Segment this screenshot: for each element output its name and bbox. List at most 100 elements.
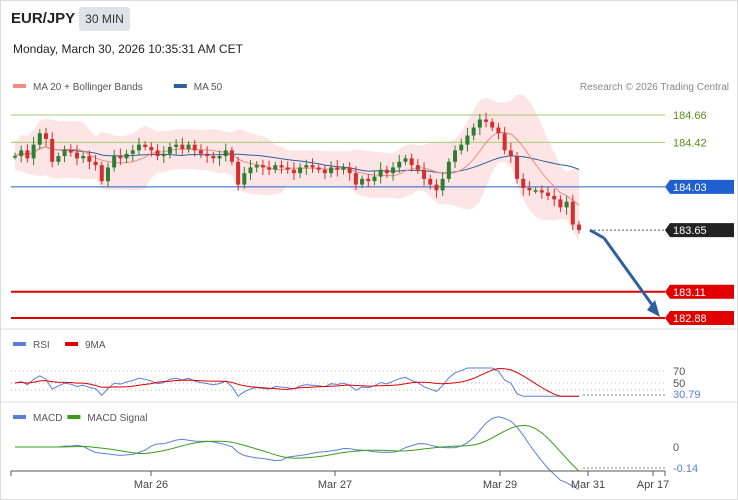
macd-zero-label: 0	[673, 442, 679, 454]
candle-body	[211, 156, 216, 159]
candle-body	[397, 161, 402, 168]
candle-body	[273, 165, 278, 170]
candle-body	[453, 150, 458, 162]
macd-legend-swatch-0	[13, 415, 26, 419]
projection-arrow-start	[589, 228, 605, 240]
candle-body	[242, 173, 247, 185]
candle-body	[93, 161, 98, 166]
candle-body	[508, 150, 513, 157]
legend-swatch-1	[173, 84, 187, 88]
candle-body	[391, 167, 396, 174]
rsi-legend-label-1: 9MA	[85, 340, 106, 351]
rsi-legend-label-0: RSI	[33, 340, 50, 351]
candle-body	[378, 169, 383, 177]
candle-body	[546, 192, 551, 196]
projection-arrow-line	[602, 237, 655, 307]
current-price-label: 183.65	[673, 225, 707, 237]
candle-body	[360, 178, 365, 185]
candle-body	[291, 169, 296, 174]
rsi-last-label: 30.79	[673, 389, 701, 401]
candle-body	[136, 144, 141, 151]
rsi-legend-swatch-0	[13, 342, 26, 346]
candle-body	[50, 138, 55, 162]
x-tick-label-4: Apr 17	[637, 479, 669, 491]
candle-body	[198, 150, 203, 154]
pivot-tag	[665, 179, 734, 194]
candle-body	[56, 156, 61, 162]
candle-body	[440, 178, 445, 191]
candle-body	[236, 161, 241, 185]
candle-body	[434, 184, 439, 191]
candle-body	[502, 133, 507, 151]
current-price-tag	[665, 223, 734, 238]
candle-body	[19, 150, 24, 157]
ma50-line	[14, 146, 580, 174]
candle-body	[490, 121, 495, 128]
candle-body	[552, 195, 557, 200]
x-tick-label-0: Mar 26	[134, 479, 168, 491]
candle-body	[62, 150, 67, 157]
timeframe-badge[interactable]: 30 MIN	[79, 7, 130, 31]
candle-body	[279, 165, 284, 168]
candle-body	[285, 167, 290, 170]
candle-body	[521, 178, 526, 188]
x-tick-label-2: Mar 29	[483, 479, 517, 491]
candle-body	[161, 153, 166, 157]
macd-signal-line	[15, 424, 580, 472]
macd-legend-label-1: MACD Signal	[87, 413, 147, 424]
candle-body	[539, 190, 544, 193]
datetime-label: Monday, March 30, 2026 10:35:31 AM CET	[13, 42, 243, 56]
support-label-5: 182.88	[673, 313, 707, 325]
candle-body	[130, 150, 135, 154]
candle-body	[143, 144, 148, 147]
macd-legend-label-0: MACD	[33, 413, 62, 424]
candle-body	[564, 201, 569, 208]
candle-body	[174, 144, 179, 147]
candle-body	[409, 158, 414, 166]
macd-last-label: -0.14	[673, 463, 698, 475]
bollinger-band	[15, 94, 579, 241]
candle-body	[415, 165, 420, 170]
legend-label-1: MA 50	[194, 82, 223, 93]
candle-body	[37, 133, 42, 145]
candle-body	[446, 161, 451, 179]
x-tick-label-3: Mar 31	[571, 479, 605, 491]
rsi-line	[14, 367, 579, 397]
projection-arrow-head	[647, 300, 660, 317]
candle-body	[155, 150, 160, 157]
candle-body	[223, 150, 228, 157]
candle-body	[186, 144, 191, 150]
rsi-tick-1: 50	[673, 378, 685, 390]
resistance-label-0: 184.66	[673, 110, 707, 122]
candle-body	[471, 127, 476, 136]
pivot-label: 184.03	[673, 182, 707, 194]
candle-body	[577, 224, 581, 231]
candle-body	[341, 167, 346, 170]
support-label-4: 183.11	[673, 287, 706, 299]
ma20-line	[14, 132, 580, 206]
candle-body	[558, 199, 563, 208]
candle-body	[570, 201, 575, 225]
candle-body	[81, 156, 86, 159]
candle-body	[180, 144, 185, 150]
candle-body	[459, 144, 464, 151]
candle-body	[43, 133, 48, 139]
macd-line	[15, 416, 580, 490]
candle-body	[304, 165, 309, 168]
candle-body	[192, 144, 197, 151]
candle-body	[99, 165, 104, 182]
candle-body	[149, 146, 154, 151]
candle-body	[118, 156, 123, 159]
candle-body	[167, 146, 172, 154]
candle-body	[428, 178, 433, 185]
candle-body	[74, 152, 79, 159]
support-tag-5	[665, 311, 734, 325]
candle-body	[217, 156, 222, 159]
copyright-label: Research © 2026 Trading Central	[580, 82, 729, 93]
candle-body	[384, 169, 389, 174]
candle-body	[112, 156, 117, 168]
candle-body	[87, 156, 92, 162]
candle-body	[105, 167, 110, 182]
candle-body	[477, 119, 482, 128]
